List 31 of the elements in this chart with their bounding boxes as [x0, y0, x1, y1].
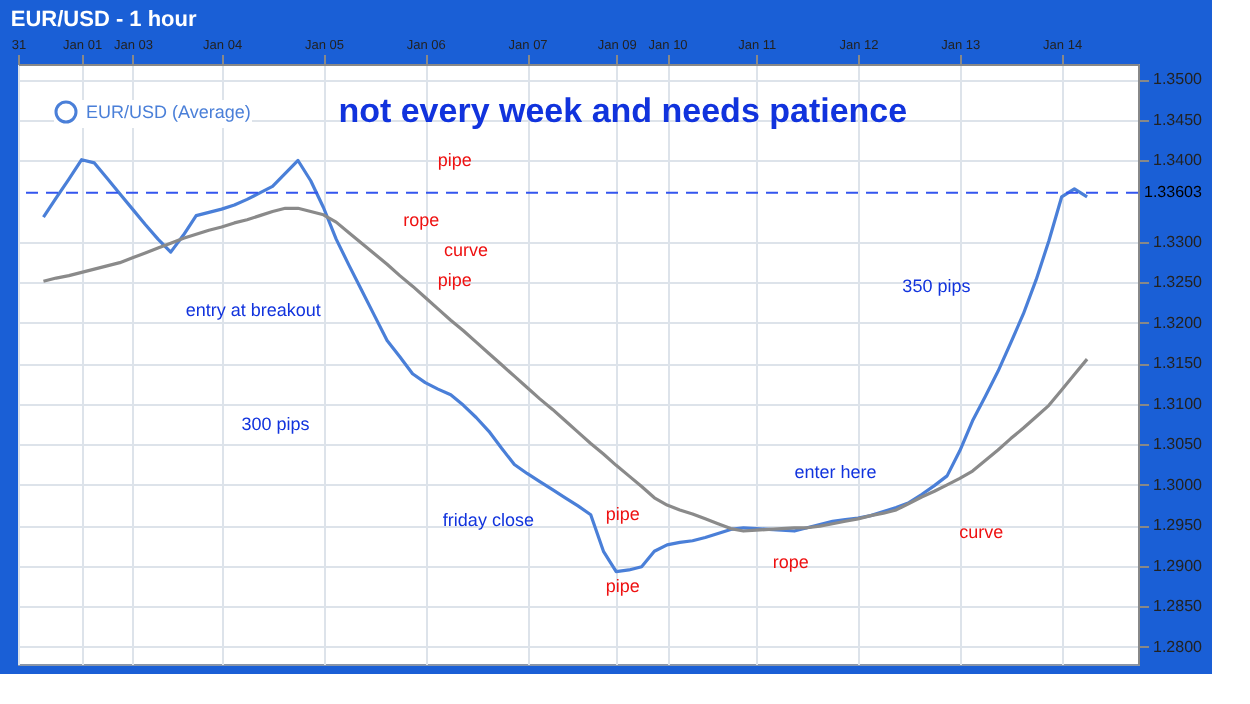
y-tick-label: 1.2900: [1153, 556, 1204, 575]
annotation: friday close: [442, 510, 534, 530]
y-tick-label: 1.3250: [1153, 273, 1204, 292]
y-tick-label: 1.3500: [1153, 70, 1204, 89]
annotation: pipe: [437, 270, 472, 290]
annotation: 350 pips: [902, 276, 972, 296]
annotation: pipe: [605, 504, 640, 524]
annotation: not every week and needs patience: [338, 92, 908, 130]
y-tick-label: 1.3200: [1153, 313, 1204, 332]
y-tick-label: 1.3150: [1153, 354, 1204, 373]
annotation: rope: [772, 552, 809, 572]
y-tick-label: 1.2800: [1153, 637, 1204, 656]
legend-label: EUR/USD (Average): [86, 102, 251, 122]
annotation: pipe: [437, 150, 472, 170]
y-tick-label: 1.3450: [1153, 110, 1204, 129]
y-tick-label: 1.2850: [1153, 597, 1204, 616]
annotation: curve: [443, 240, 489, 260]
annotation: curve: [959, 522, 1004, 542]
chart-title: EUR/USD - 1 hour: [10, 8, 198, 32]
annotation: enter here: [794, 462, 877, 482]
annotation: entry at breakout: [185, 300, 322, 320]
ref-line-label: 1.33603: [1144, 182, 1203, 201]
y-tick-label: 1.3050: [1153, 435, 1204, 454]
annotation: pipe: [605, 576, 640, 596]
y-tick-label: 1.3400: [1153, 151, 1204, 170]
y-tick-label: 1.3000: [1153, 475, 1204, 494]
y-tick-label: 1.2950: [1153, 516, 1204, 535]
y-tick-label: 1.3100: [1153, 394, 1204, 413]
y-tick-label: 1.3300: [1153, 232, 1204, 251]
annotation: rope: [403, 210, 440, 230]
annotation: 300 pips: [241, 414, 311, 434]
